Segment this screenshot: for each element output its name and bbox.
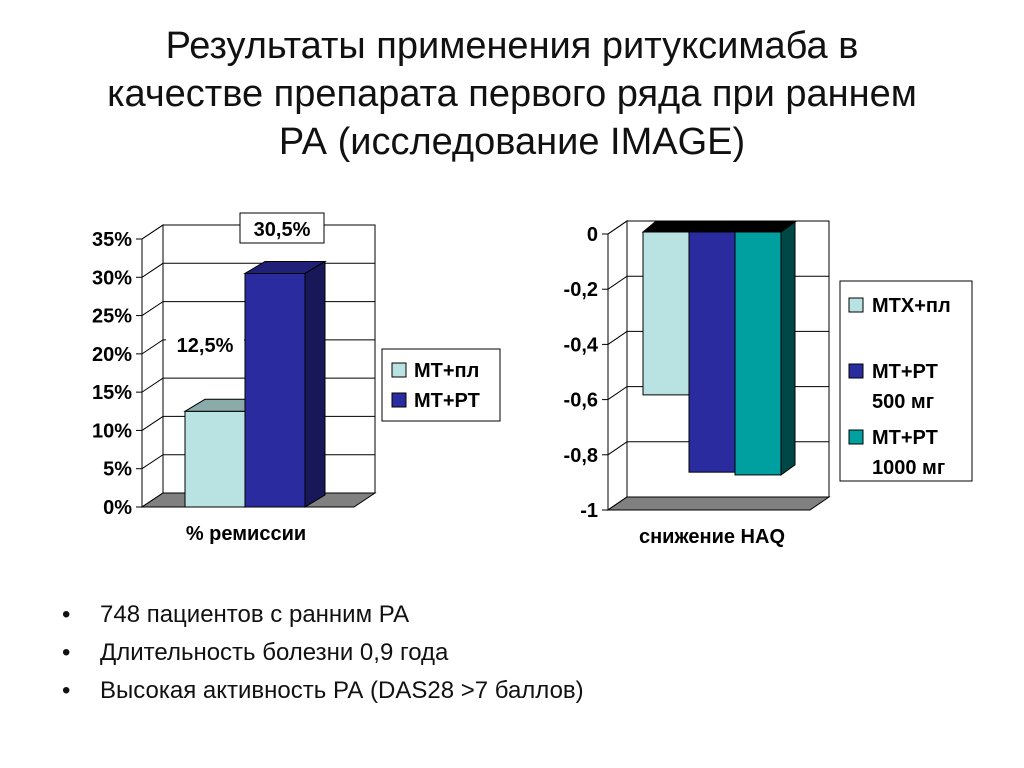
bar-top-ridge: [641, 221, 797, 233]
legend-box: [381, 348, 501, 422]
legend-label: МТ+РТ: [872, 361, 938, 383]
y-tick-label: -0,4: [564, 334, 599, 356]
side-wall-1: [141, 224, 164, 508]
legend-label: МТ+пл: [414, 360, 479, 382]
legend-swatch: [848, 363, 864, 379]
side-wall-2: [607, 220, 628, 511]
data-label-box: [239, 212, 325, 244]
bar-front: [184, 410, 246, 508]
title-line-2: качестве препарата первого ряда при ранн…: [107, 73, 917, 115]
y-tick-label: 0: [587, 224, 598, 246]
legend-label: МТ+РТ: [872, 427, 938, 449]
legend-swatch: [391, 362, 407, 378]
bullet-item: 748 пациентов с ранним РА: [62, 596, 962, 634]
bullet-item: Высокая активность РА (DAS28 >7 баллов): [62, 672, 962, 710]
y-tick-label: 30%: [92, 267, 132, 289]
gridline: [607, 220, 829, 235]
bar-front: [642, 231, 690, 396]
data-label: 30,5%: [254, 219, 311, 241]
bar-side: [304, 260, 326, 508]
legend-label: 500 мг: [872, 391, 934, 413]
y-tick-label: 25%: [92, 306, 132, 328]
y-tick-label: -0,8: [564, 445, 598, 467]
bar-front: [734, 231, 782, 476]
floor-2: [606, 496, 831, 511]
bar-front: [244, 272, 306, 508]
legend-box: [839, 280, 973, 482]
legend-swatch: [391, 392, 407, 408]
legend-label: МТ+РТ: [414, 390, 480, 412]
bar-front: [688, 231, 736, 473]
y-tick-label: 10%: [92, 420, 132, 442]
bar-side: [780, 221, 796, 476]
legend-swatch: [848, 297, 864, 313]
y-tick-label: 5%: [103, 459, 132, 481]
legend-swatch: [848, 429, 864, 445]
y-tick-label: 15%: [92, 382, 132, 404]
title-line-3: РА (исследование IMAGE): [278, 121, 746, 163]
bullet-item: Длительность болезни 0,9 года: [62, 634, 962, 672]
y-tick-label: 35%: [92, 229, 132, 251]
y-tick-label: 0%: [103, 497, 132, 519]
title-line-1: Результаты применения ритуксимаба в: [165, 25, 859, 67]
y-tick-label: -0,6: [564, 390, 598, 412]
legend-label: 1000 мг: [872, 457, 945, 479]
bullet-list: 748 пациентов с ранним РА Длительность б…: [62, 596, 962, 710]
y-tick-label: -1: [580, 500, 598, 522]
y-tick-label: -0,2: [564, 279, 598, 301]
page-title: Результаты применения ритуксимаба в каче…: [60, 22, 964, 166]
x-axis-label: % ремиссии: [186, 523, 306, 545]
x-axis-label: снижение HAQ: [639, 526, 785, 548]
y-tick-label: 20%: [92, 344, 132, 366]
data-label: 12,5%: [177, 335, 234, 357]
data-label-box: [166, 328, 244, 362]
legend-label: МТХ+пл: [872, 295, 951, 317]
